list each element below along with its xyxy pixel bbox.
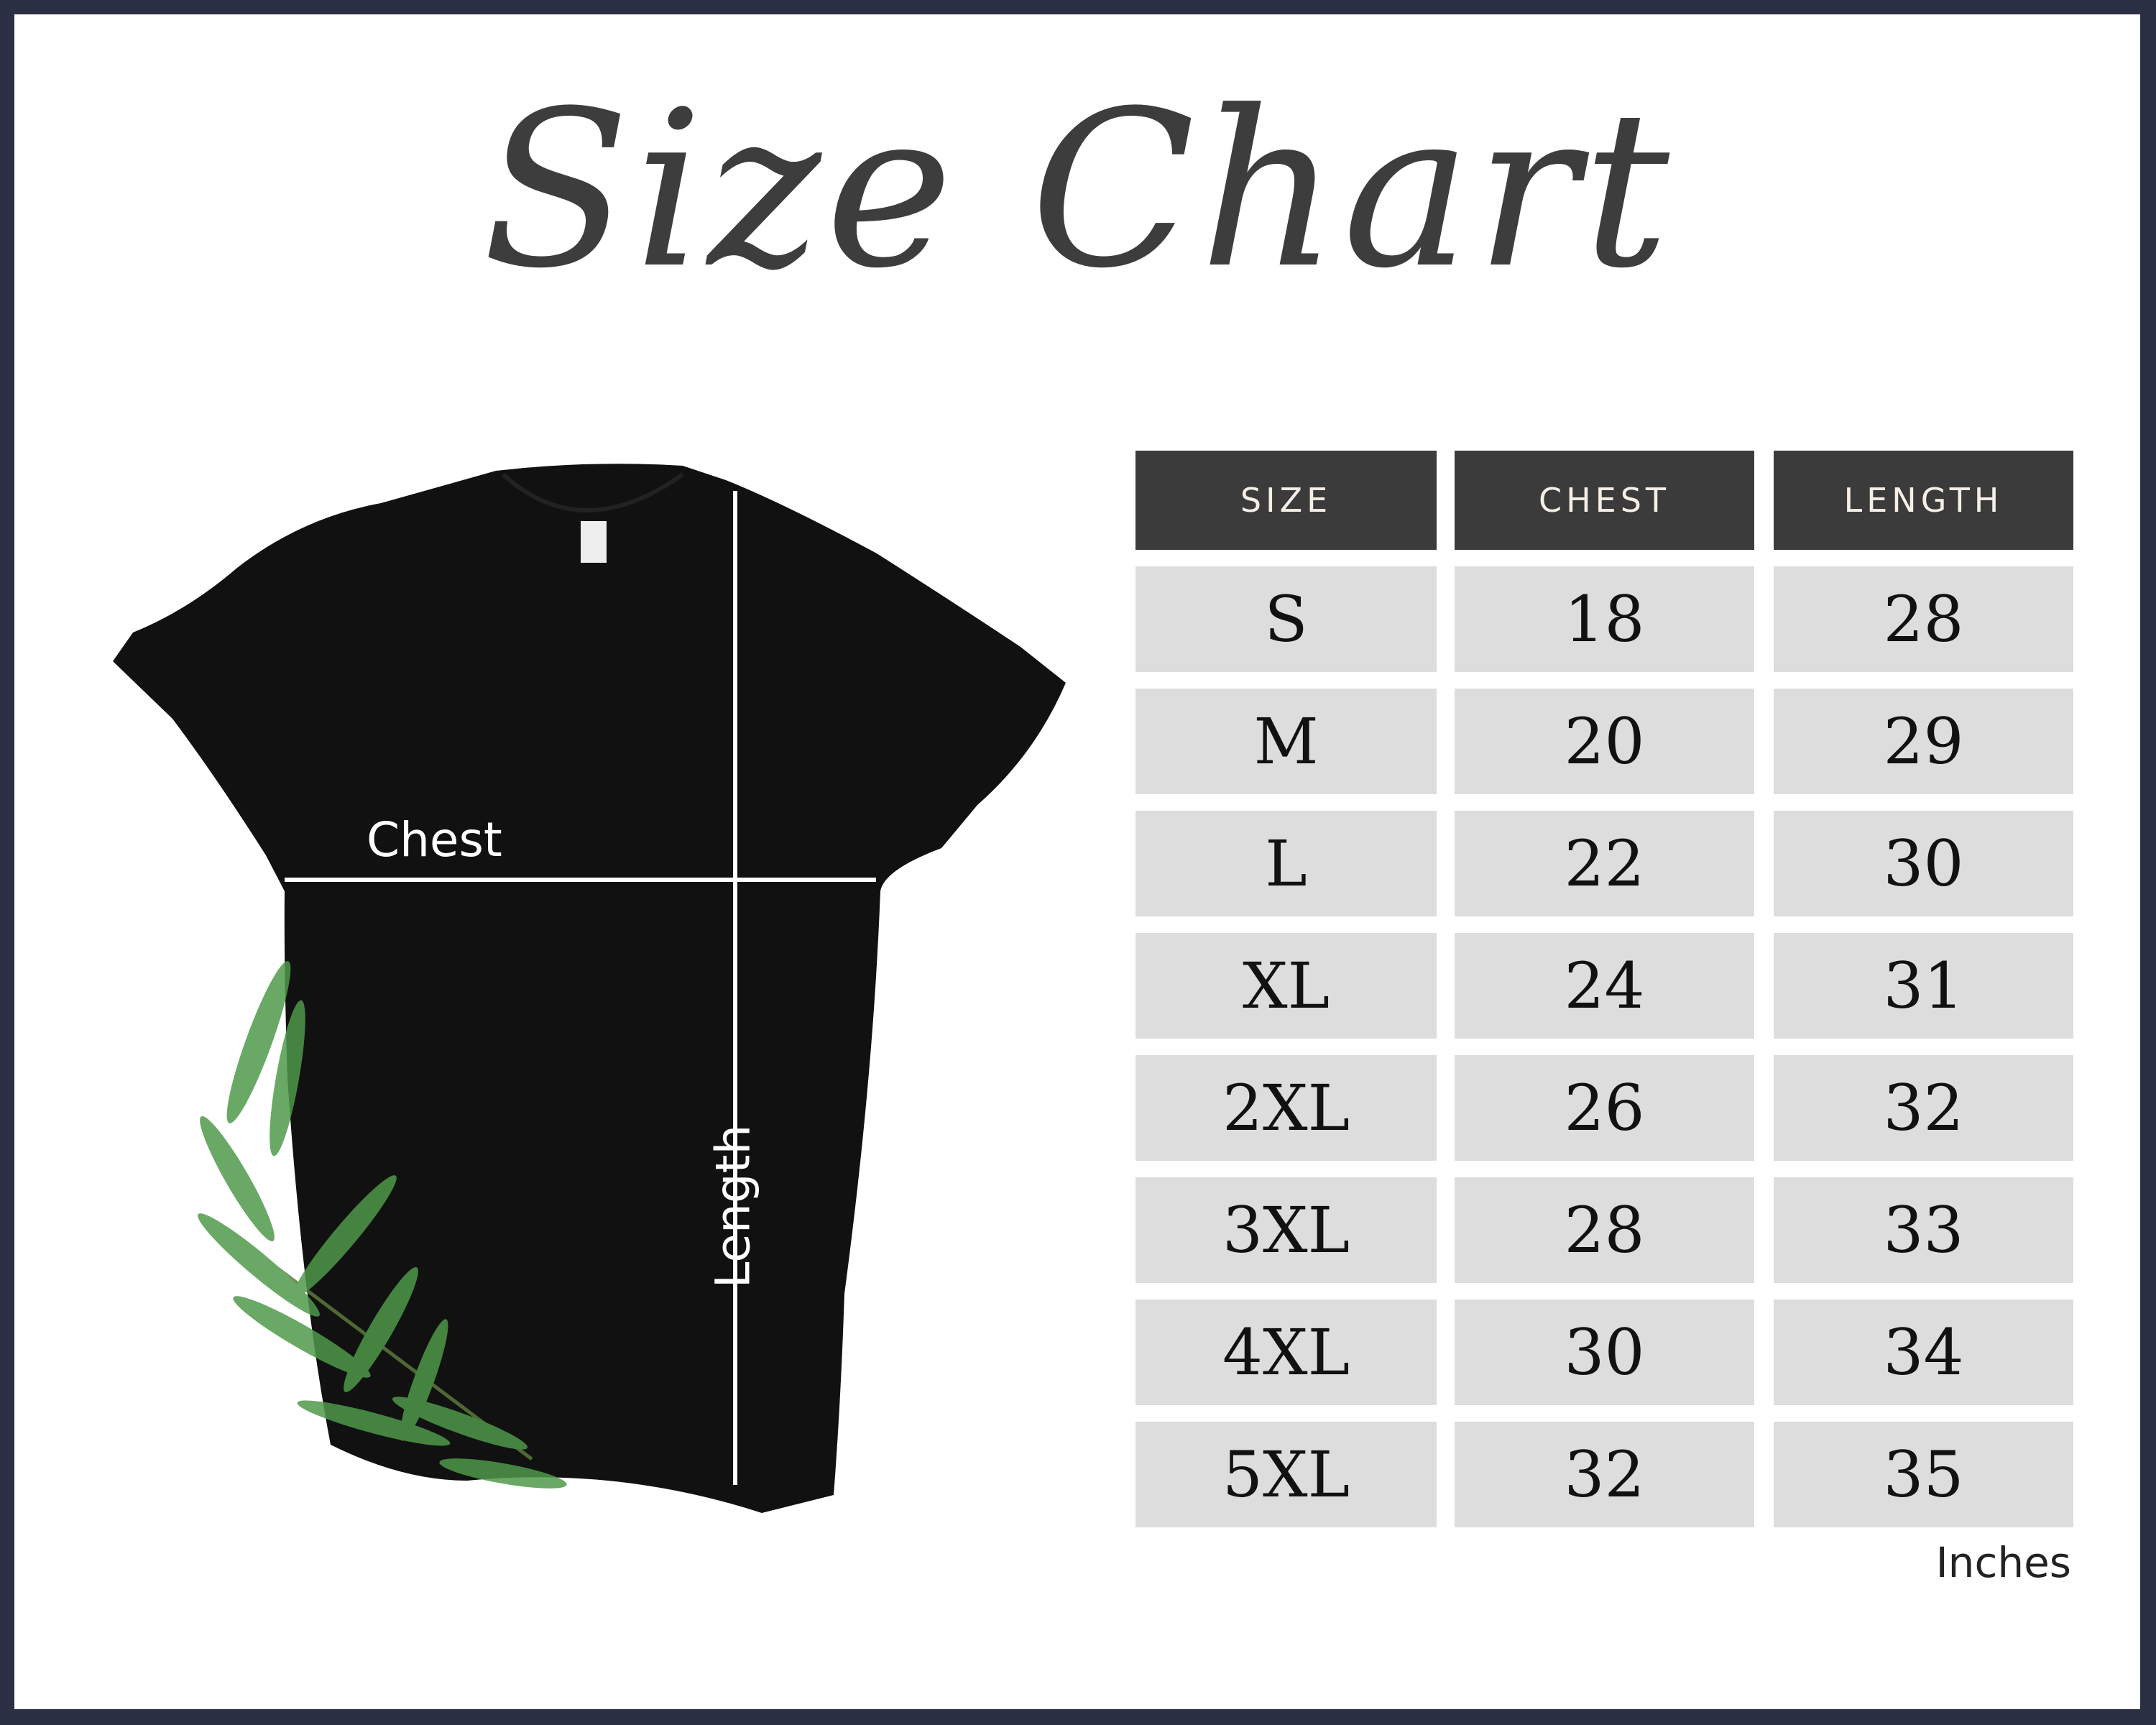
chest-cell: 26 [1455,1055,1754,1161]
header-length: LENGTH [1774,451,2073,550]
chest-label: Chest [367,812,502,868]
chest-cell: 18 [1455,566,1754,672]
size-cell: 3XL [1135,1177,1437,1283]
size-cell: M [1135,689,1437,794]
chest-cell: 22 [1455,811,1754,916]
length-cell: 29 [1774,689,2073,794]
header-chest: CHEST [1455,451,1754,550]
unit-label: Inches [1935,1538,2071,1587]
length-cell: 35 [1774,1422,2073,1527]
chest-cell: 24 [1455,933,1754,1039]
chest-cell: 20 [1455,689,1754,794]
length-label: Length [705,1124,761,1289]
page-title: Size Chart [482,65,1674,316]
chest-cell: 28 [1455,1177,1754,1283]
length-cell: 28 [1774,566,2073,672]
tshirt-shape [113,464,1066,1513]
size-cell: S [1135,566,1437,672]
size-cell: 5XL [1135,1422,1437,1527]
chest-cell: 32 [1455,1422,1754,1527]
length-cell: 32 [1774,1055,2073,1161]
length-cell: 34 [1774,1300,2073,1405]
length-cell: 33 [1774,1177,2073,1283]
size-cell: L [1135,811,1437,916]
size-cell: 2XL [1135,1055,1437,1161]
size-cell: 4XL [1135,1300,1437,1405]
header-size: SIZE [1135,451,1437,550]
length-cell: 30 [1774,811,2073,916]
chest-cell: 30 [1455,1300,1754,1405]
size-cell: XL [1135,933,1437,1039]
leaf-branch-decoration [198,961,567,1489]
tshirt-tag [581,521,607,563]
length-cell: 31 [1774,933,2073,1039]
tshirt-collar [501,472,684,512]
